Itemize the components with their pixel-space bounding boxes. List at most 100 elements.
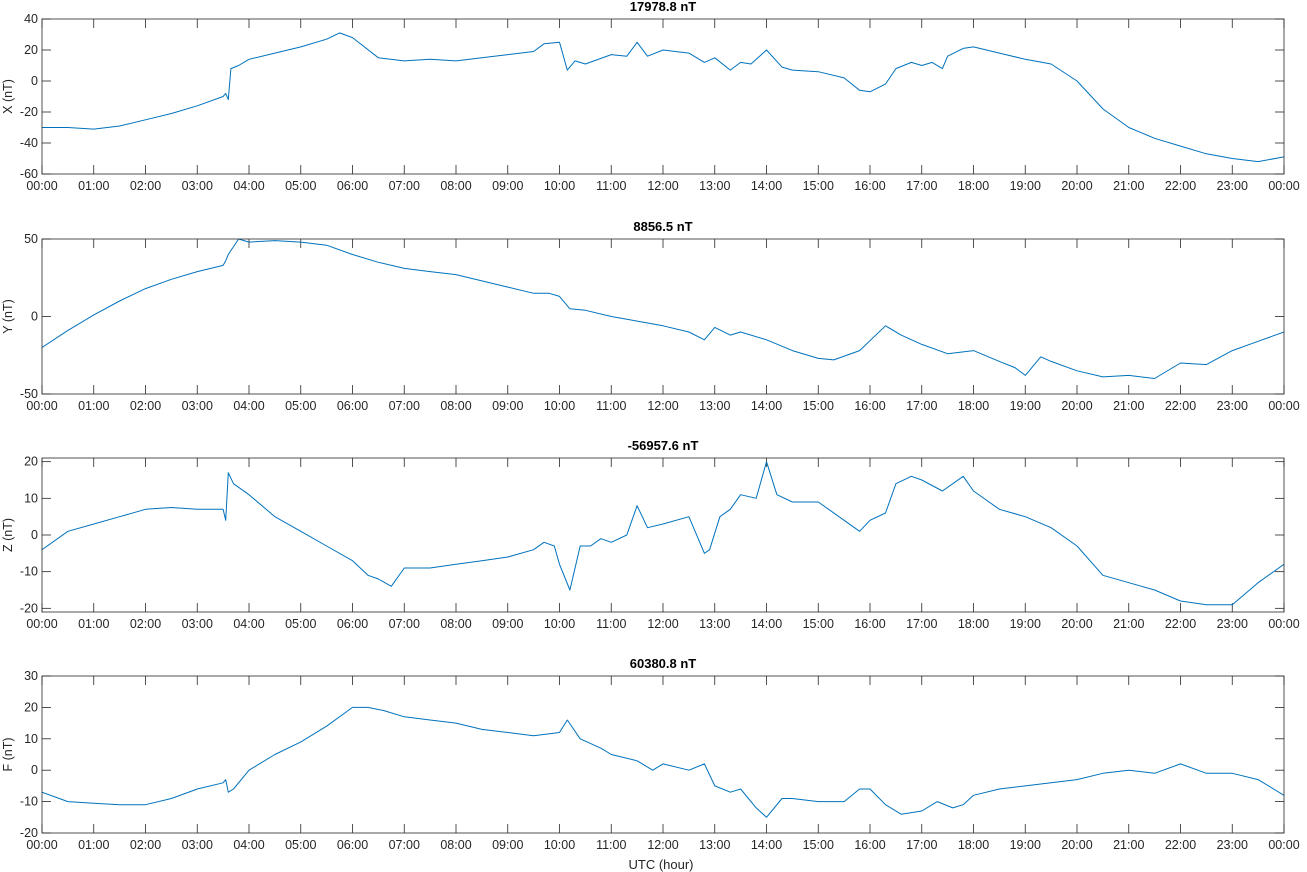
x-tick-label: 02:00 bbox=[130, 179, 161, 193]
x-tick-label: 01:00 bbox=[78, 838, 109, 852]
x-tick-label: 09:00 bbox=[492, 179, 523, 193]
x-tick-label: 15:00 bbox=[803, 179, 834, 193]
x-tick-label: 13:00 bbox=[699, 838, 730, 852]
x-tick-label: 16:00 bbox=[854, 179, 885, 193]
plot-frame bbox=[41, 675, 1285, 834]
x-tick-label: 23:00 bbox=[1217, 617, 1248, 631]
y-axis-label: F (nT) bbox=[1, 737, 15, 771]
panel-title: 8856.5 nT bbox=[633, 219, 692, 234]
y-tick-label: -40 bbox=[20, 136, 38, 150]
y-axis-label: Y (nT) bbox=[1, 299, 15, 334]
x-tick-label: 14:00 bbox=[751, 179, 782, 193]
x-tick-label: 09:00 bbox=[492, 617, 523, 631]
x-tick-label: 20:00 bbox=[1061, 838, 1092, 852]
x-tick-label: 08:00 bbox=[440, 399, 471, 413]
x-tick-label: 17:00 bbox=[906, 399, 937, 413]
y-axis-label: X (nT) bbox=[1, 79, 15, 114]
y-tick-label: -10 bbox=[20, 565, 38, 579]
x-tick-label: 10:00 bbox=[544, 838, 575, 852]
x-tick-label: 02:00 bbox=[130, 399, 161, 413]
y-tick-label: -20 bbox=[20, 105, 38, 119]
x-tick-label: 10:00 bbox=[544, 179, 575, 193]
x-tick-label: 21:00 bbox=[1113, 838, 1144, 852]
x-tick-label: 21:00 bbox=[1113, 399, 1144, 413]
x-tick-label: 16:00 bbox=[854, 399, 885, 413]
x-tick-label: 23:00 bbox=[1217, 179, 1248, 193]
x-tick-label: 06:00 bbox=[337, 179, 368, 193]
y-tick-label: 40 bbox=[24, 12, 38, 26]
x-tick-label: 16:00 bbox=[854, 617, 885, 631]
plot-frame bbox=[41, 457, 1285, 613]
y-tick-label: 10 bbox=[24, 491, 38, 505]
panel-3: -56957.6 nT Z (nT) 00:00 01:00 02:00 03:00 04:… bbox=[1, 438, 1300, 631]
x-tick-label: 00:00 bbox=[1268, 838, 1299, 852]
x-tick-label: 01:00 bbox=[78, 179, 109, 193]
x-tick-label: 21:00 bbox=[1113, 179, 1144, 193]
y-tick-label: -60 bbox=[20, 167, 38, 181]
x-tick-label: 06:00 bbox=[337, 399, 368, 413]
x-tick-label: 05:00 bbox=[285, 617, 316, 631]
x-tick-label: 07:00 bbox=[389, 179, 420, 193]
x-tick-label: 18:00 bbox=[958, 179, 989, 193]
x-tick-label: 17:00 bbox=[906, 617, 937, 631]
x-tick-label: 04:00 bbox=[233, 399, 264, 413]
x-tick-label: 02:00 bbox=[130, 617, 161, 631]
x-tick-label: 01:00 bbox=[78, 399, 109, 413]
x-tick-label: 18:00 bbox=[958, 399, 989, 413]
x-tick-label: 11:00 bbox=[596, 399, 626, 413]
x-tick-label: 08:00 bbox=[440, 617, 471, 631]
x-tick-label: 11:00 bbox=[596, 179, 626, 193]
x-tick-label: 23:00 bbox=[1217, 399, 1248, 413]
x-tick-label: 15:00 bbox=[803, 617, 834, 631]
x-tick-label: 19:00 bbox=[1010, 838, 1041, 852]
x-tick-label: 13:00 bbox=[699, 179, 730, 193]
x-tick-label: 10:00 bbox=[544, 399, 575, 413]
x-tick-label: 19:00 bbox=[1010, 179, 1041, 193]
x-tick-label: 14:00 bbox=[751, 838, 782, 852]
x-tick-label: 20:00 bbox=[1061, 179, 1092, 193]
x-tick-label: 05:00 bbox=[285, 838, 316, 852]
x-tick-label: 08:00 bbox=[440, 838, 471, 852]
x-tick-label: 05:00 bbox=[285, 179, 316, 193]
x-tick-label: 21:00 bbox=[1113, 617, 1144, 631]
y-tick-label: 50 bbox=[24, 232, 38, 246]
y-tick-label: -50 bbox=[20, 387, 38, 401]
x-tick-label: 00:00 bbox=[26, 838, 57, 852]
x-tick-label: 00:00 bbox=[1268, 179, 1299, 193]
y-tick-label: 0 bbox=[31, 74, 38, 88]
x-tick-label: 17:00 bbox=[906, 838, 937, 852]
x-tick-label: 22:00 bbox=[1165, 399, 1196, 413]
x-tick-label: 00:00 bbox=[26, 617, 57, 631]
x-tick-label: 22:00 bbox=[1165, 838, 1196, 852]
y-tick-label: 20 bbox=[24, 700, 38, 714]
x-tick-label: 05:00 bbox=[285, 399, 316, 413]
x-axis-label: UTC (hour) bbox=[628, 857, 693, 872]
x-tick-label: 22:00 bbox=[1165, 617, 1196, 631]
x-tick-label: 07:00 bbox=[389, 838, 420, 852]
x-tick-label: 16:00 bbox=[854, 838, 885, 852]
y-tick-label: -10 bbox=[20, 795, 38, 809]
plot-frame bbox=[41, 18, 1285, 175]
x-tick-label: 19:00 bbox=[1010, 617, 1041, 631]
x-tick-label: 13:00 bbox=[699, 617, 730, 631]
x-tick-label: 03:00 bbox=[182, 838, 213, 852]
x-tick-label: 13:00 bbox=[699, 399, 730, 413]
x-tick-label: 06:00 bbox=[337, 617, 368, 631]
x-tick-label: 18:00 bbox=[958, 617, 989, 631]
x-tick-label: 20:00 bbox=[1061, 399, 1092, 413]
x-tick-label: 02:00 bbox=[130, 838, 161, 852]
y-tick-label: 10 bbox=[24, 732, 38, 746]
x-tick-label: 19:00 bbox=[1010, 399, 1041, 413]
x-tick-label: 09:00 bbox=[492, 838, 523, 852]
y-tick-label: 30 bbox=[24, 669, 38, 683]
x-tick-label: 15:00 bbox=[803, 399, 834, 413]
x-tick-label: 03:00 bbox=[182, 399, 213, 413]
x-tick-label: 11:00 bbox=[596, 838, 626, 852]
x-tick-label: 06:00 bbox=[337, 838, 368, 852]
x-tick-label: 20:00 bbox=[1061, 617, 1092, 631]
x-tick-label: 22:00 bbox=[1165, 179, 1196, 193]
x-tick-label: 08:00 bbox=[440, 179, 471, 193]
y-tick-label: 0 bbox=[31, 528, 38, 542]
y-tick-label: 0 bbox=[31, 310, 38, 324]
